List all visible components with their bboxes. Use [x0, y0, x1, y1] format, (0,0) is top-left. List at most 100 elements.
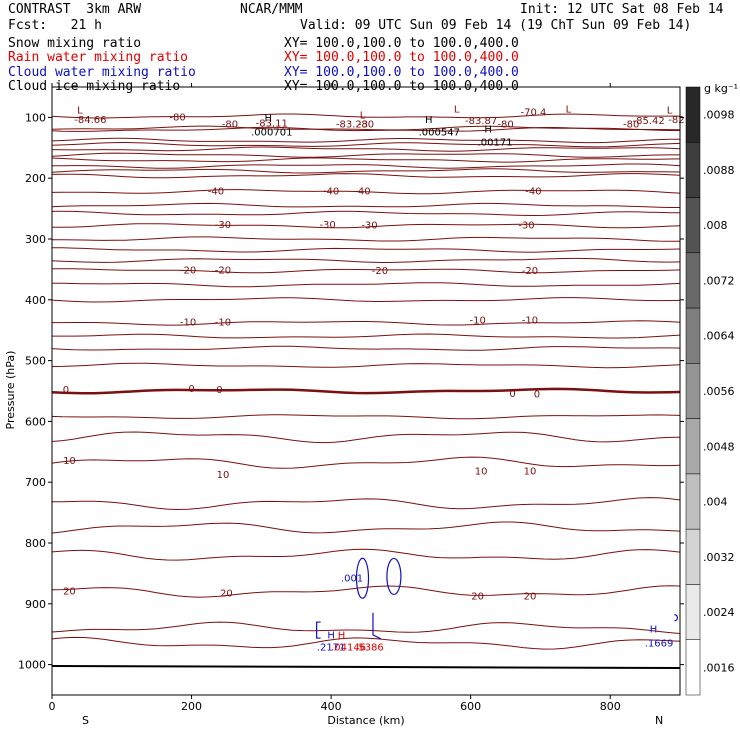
contour-label: -80: [497, 120, 513, 131]
field-xy-cloud-water: XY= 100.0,100.0 to 100.0,400.0: [284, 65, 519, 80]
extremum-value-label: .000701: [251, 128, 292, 139]
isotherm-line: [51, 621, 681, 634]
init-time: Init: 12 UTC Sat 08 Feb 14: [520, 2, 724, 17]
cloud-water-contour: [386, 557, 402, 596]
contour-label: -80: [623, 120, 639, 131]
surface-extremum-label: H: [327, 630, 335, 641]
cloud-water-contour: [372, 612, 382, 640]
isotherm-line: [51, 297, 681, 303]
colorbar-label: .0048: [703, 440, 735, 453]
colorbar: .0098 .0088 .008 .0072 .0064 .0056 .0048 .004 .0…: [685, 86, 735, 696]
contour-label: 20: [220, 588, 233, 599]
isotherm-line: [51, 152, 680, 158]
contour-label: -30: [518, 221, 534, 232]
low-marker: L: [454, 104, 460, 115]
valid-time: Valid: 09 UTC Sun 09 Feb 14 (19 ChT Sun …: [300, 18, 692, 33]
x-axis: 0 200 400 600 800: [49, 83, 621, 713]
contour-label: 20: [471, 592, 484, 603]
contour-label: 10: [524, 466, 537, 477]
high-marker: H: [425, 115, 433, 126]
isotherm-line: [52, 497, 681, 511]
contour-label: -80: [358, 120, 374, 131]
colorbar-swatch: [685, 86, 701, 143]
colorbar-label: .0098: [703, 109, 735, 122]
isotherm-line: [51, 126, 681, 132]
field-xy-snow: XY= 100.0,100.0 to 100.0,400.0: [284, 36, 519, 51]
isotherm-line: [51, 202, 680, 208]
contour-label: -10: [522, 315, 538, 326]
isotherm-line: [51, 157, 681, 163]
x-axis-label: Distance (km): [327, 714, 404, 727]
contour-label: -40: [208, 187, 224, 198]
contour-label: -20: [372, 266, 388, 277]
y-tick-label: 700: [25, 476, 46, 489]
y-tick-label: 400: [25, 294, 46, 307]
contour-label: -10: [469, 315, 485, 326]
isotherm-line: [51, 141, 681, 148]
isotherm-line: [51, 585, 681, 598]
low-marker: L: [77, 105, 83, 116]
field-name-rain: Rain water mixing ratio: [8, 50, 189, 65]
y-tick-label: 800: [25, 537, 46, 550]
low-marker: L: [566, 104, 572, 115]
isotherm-line: [52, 320, 681, 326]
field-xy-rain: XY= 100.0,100.0 to 100.0,400.0: [284, 50, 519, 65]
isotherm-line: [51, 137, 681, 144]
colorbar-label: .0024: [703, 606, 735, 619]
colorbar-unit: g kg⁻¹: [704, 82, 738, 95]
isotherm-line: [51, 362, 681, 369]
isotherm-line: [52, 163, 681, 169]
colorbar-label: .0064: [703, 330, 735, 343]
colorbar-swatch: [685, 528, 701, 585]
isotherm-line: [51, 257, 681, 264]
contour-label: -80: [222, 120, 238, 131]
isotherm-line: [52, 333, 681, 339]
y-tick-label: 100: [25, 111, 46, 124]
y-tick-label: 500: [25, 355, 46, 368]
isotherm-line: [51, 146, 681, 152]
y-tick-label: 200: [25, 172, 46, 185]
isotherm-line: [51, 456, 681, 469]
isotherm-line: [51, 387, 681, 395]
cloud-water-label: H: [650, 624, 658, 635]
x-tick-label: 600: [460, 700, 481, 713]
contour-label: -83.23: [336, 120, 368, 131]
isotherm-line: [51, 521, 681, 534]
cloud-water-contour: [316, 621, 321, 639]
contour-label: -82: [668, 115, 684, 126]
contour-label: -80: [169, 112, 185, 123]
contour-label: 0: [509, 389, 515, 400]
surface-extremum-label: .2171: [317, 643, 346, 654]
isotherm-line: [51, 173, 681, 179]
surface-extremum-label: .5386: [355, 643, 384, 654]
y-axis-label: Pressure (hPa): [4, 351, 17, 430]
isotherm-line: [51, 548, 681, 561]
high-marker: H: [265, 113, 273, 124]
cloud-water-contour: [355, 557, 370, 599]
colorbar-swatch: [685, 584, 701, 640]
contour-label: -30: [361, 221, 377, 232]
isotherm-line: [52, 236, 680, 242]
field-name-snow: Snow mixing ratio: [8, 36, 142, 51]
isotherm-line: [51, 282, 681, 288]
colorbar-label: .0056: [703, 385, 735, 398]
contour-label: -40: [525, 187, 541, 198]
contour-label: -10: [180, 317, 196, 328]
low-marker: L: [360, 110, 366, 121]
model-title: CONTRAST 3km ARW: [8, 2, 142, 17]
colorbar-swatch: [685, 363, 701, 419]
contour-label: 0: [188, 384, 194, 395]
colorbar-label: .004: [703, 496, 728, 509]
isotherm-line: [51, 414, 681, 420]
contour-label: -30: [215, 220, 231, 231]
contour-label: -20: [180, 266, 196, 277]
isotherm-line: [52, 247, 681, 253]
cloud-water-label: .1669: [645, 638, 674, 649]
contour-label: 10: [217, 470, 230, 481]
x-tick-label: 200: [181, 700, 202, 713]
contour-label: 10: [475, 466, 488, 477]
plot-frame: [51, 86, 681, 696]
y-tick-label: 1000: [18, 659, 46, 672]
